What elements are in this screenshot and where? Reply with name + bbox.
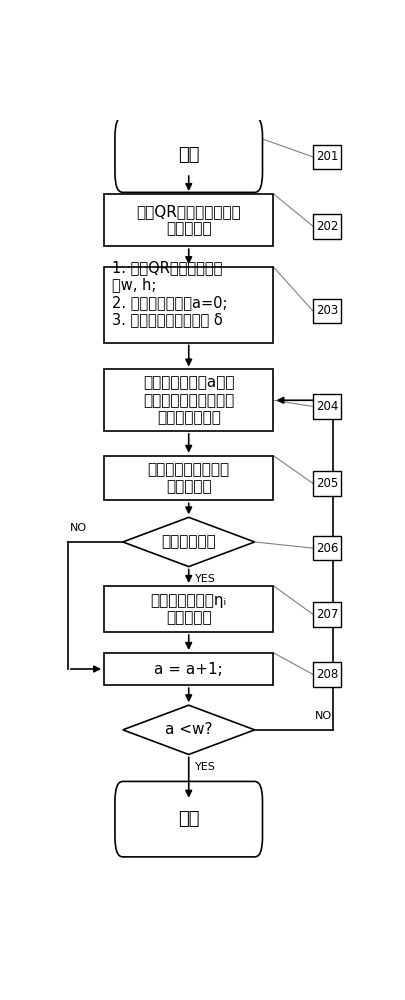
Bar: [313, 299, 341, 323]
Bar: [104, 456, 273, 500]
Text: 按照灰度跃値对a行分
组，得到改行的最大，
最小値，平均値: 按照灰度跃値对a行分 组，得到改行的最大， 最小値，平均値: [143, 375, 234, 425]
Text: YES: YES: [195, 574, 216, 584]
Text: 202: 202: [315, 220, 338, 233]
Text: 该组的最大値，最小
値，平均値: 该组的最大値，最小 値，平均値: [148, 462, 230, 494]
FancyBboxPatch shape: [115, 781, 262, 857]
Text: a = a+1;: a = a+1;: [154, 662, 223, 677]
Bar: [313, 214, 341, 239]
Bar: [313, 394, 341, 419]
Bar: [313, 471, 341, 496]
Bar: [104, 194, 273, 246]
Polygon shape: [123, 705, 255, 754]
Text: 206: 206: [315, 542, 338, 555]
Text: 208: 208: [316, 668, 338, 681]
Bar: [313, 662, 341, 687]
Text: 204: 204: [315, 400, 338, 413]
Bar: [104, 586, 273, 632]
Text: NO: NO: [314, 711, 332, 721]
Text: a <w?: a <w?: [165, 722, 213, 737]
Text: 1. 获得QR二维码图像的
尾w, h;
2. 初始化像素坐标a=0;
3. 初始化灰度跃値阈値 δ: 1. 获得QR二维码图像的 尾w, h; 2. 初始化像素坐标a=0; 3. 初…: [112, 260, 227, 327]
Polygon shape: [123, 517, 255, 567]
Bar: [313, 602, 341, 627]
Text: 获得QR二维码图像任意
点的灰度値: 获得QR二维码图像任意 点的灰度値: [136, 204, 241, 236]
Text: 需要光平衡？: 需要光平衡？: [161, 534, 216, 549]
Text: 计算光平衡系数ηᵢ
进行光平衡: 计算光平衡系数ηᵢ 进行光平衡: [151, 593, 227, 625]
Bar: [313, 145, 341, 169]
Text: 207: 207: [315, 608, 338, 621]
Bar: [313, 536, 341, 560]
Bar: [104, 653, 273, 685]
Bar: [104, 369, 273, 431]
Text: 205: 205: [316, 477, 338, 490]
Text: 结束: 结束: [178, 810, 200, 828]
Text: 201: 201: [315, 150, 338, 163]
Text: YES: YES: [195, 762, 216, 772]
Text: 开始: 开始: [178, 146, 200, 164]
Text: NO: NO: [70, 523, 87, 533]
Bar: [104, 267, 273, 343]
FancyBboxPatch shape: [115, 117, 262, 192]
Text: 203: 203: [316, 304, 338, 317]
